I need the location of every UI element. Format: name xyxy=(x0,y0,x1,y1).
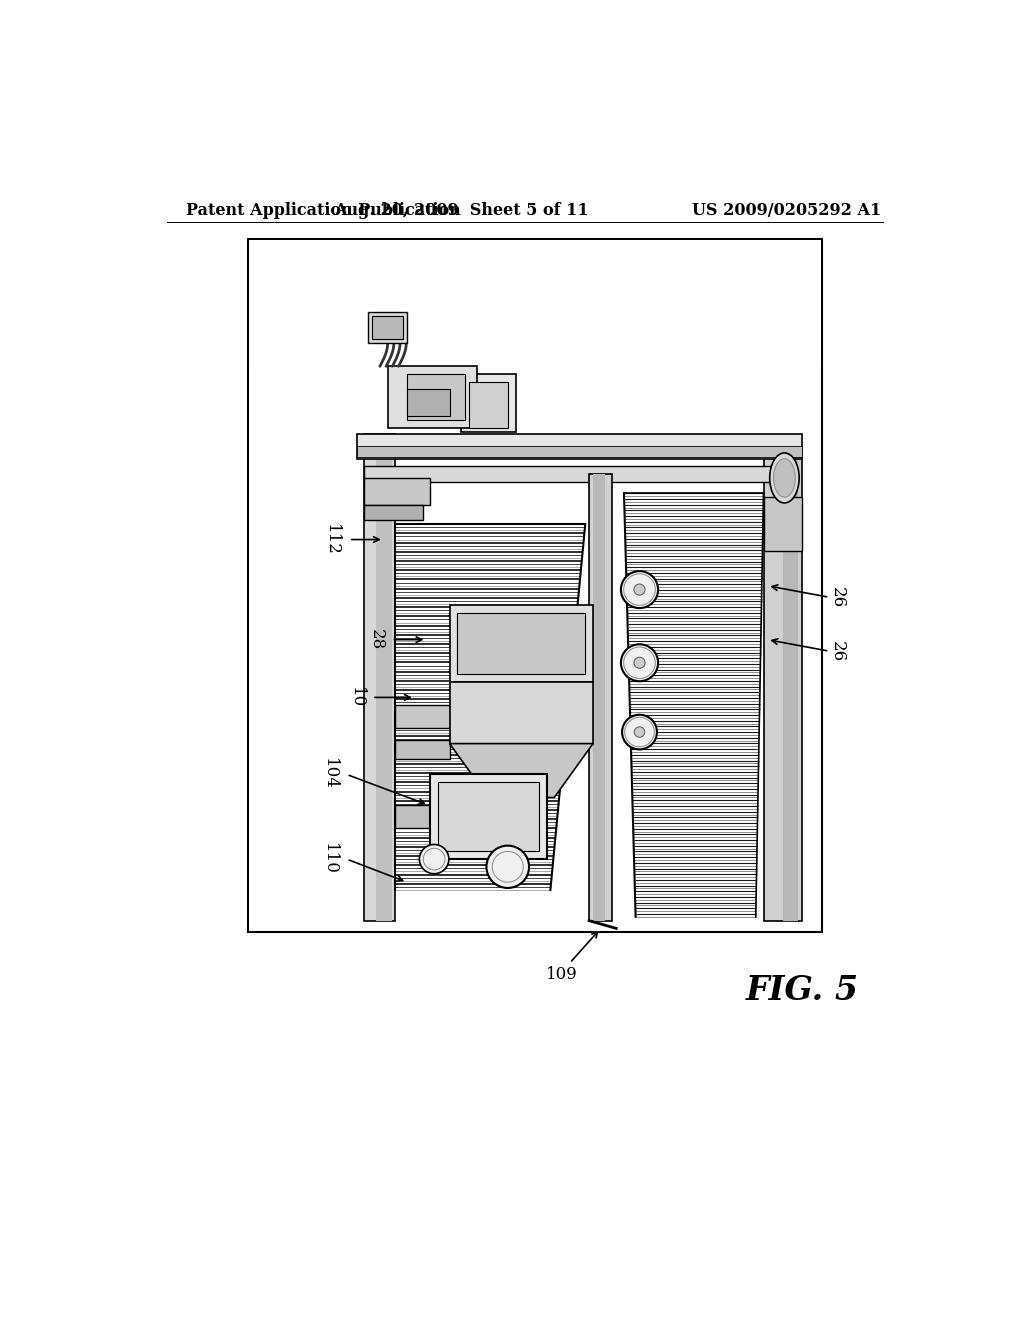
Ellipse shape xyxy=(621,572,658,609)
Polygon shape xyxy=(450,743,593,797)
Ellipse shape xyxy=(622,714,657,750)
Bar xyxy=(450,682,593,743)
Text: 26: 26 xyxy=(828,640,846,661)
Bar xyxy=(356,446,802,457)
Ellipse shape xyxy=(770,453,799,503)
Bar xyxy=(365,478,430,506)
Bar xyxy=(372,317,403,339)
Bar xyxy=(388,367,477,428)
Bar xyxy=(438,781,539,851)
Ellipse shape xyxy=(621,644,658,681)
Text: Aug. 20, 2009  Sheet 5 of 11: Aug. 20, 2009 Sheet 5 of 11 xyxy=(334,202,589,219)
Text: 110: 110 xyxy=(321,843,338,875)
Bar xyxy=(356,434,802,459)
Bar xyxy=(365,434,395,921)
Bar xyxy=(395,805,450,829)
Bar xyxy=(407,389,450,416)
Bar xyxy=(469,381,508,428)
Text: 104: 104 xyxy=(321,759,338,791)
Ellipse shape xyxy=(420,845,449,874)
Bar xyxy=(248,239,821,932)
Text: US 2009/0205292 A1: US 2009/0205292 A1 xyxy=(692,202,882,219)
Text: 26: 26 xyxy=(828,586,846,609)
Bar xyxy=(376,434,391,921)
Ellipse shape xyxy=(486,846,529,888)
Bar xyxy=(450,605,593,682)
Text: 112: 112 xyxy=(324,524,340,556)
Bar xyxy=(395,739,450,759)
Ellipse shape xyxy=(773,458,796,498)
Bar xyxy=(783,451,799,921)
Bar xyxy=(764,451,802,921)
Text: Patent Application Publication: Patent Application Publication xyxy=(186,202,461,219)
Ellipse shape xyxy=(634,657,645,668)
Bar xyxy=(249,240,821,366)
Bar xyxy=(593,474,604,921)
Text: FIG. 5: FIG. 5 xyxy=(745,974,859,1006)
Bar xyxy=(458,612,586,675)
Bar xyxy=(430,775,547,859)
Ellipse shape xyxy=(634,583,645,595)
Text: 28: 28 xyxy=(368,630,384,651)
Bar xyxy=(365,506,423,520)
Bar xyxy=(589,474,612,921)
Bar xyxy=(395,705,450,729)
Bar xyxy=(764,498,802,552)
Bar xyxy=(369,313,407,343)
Bar xyxy=(461,374,515,432)
Bar xyxy=(407,374,465,420)
Bar xyxy=(365,466,795,482)
Text: 10: 10 xyxy=(348,686,366,708)
Text: 109: 109 xyxy=(546,966,578,983)
Ellipse shape xyxy=(634,727,645,738)
